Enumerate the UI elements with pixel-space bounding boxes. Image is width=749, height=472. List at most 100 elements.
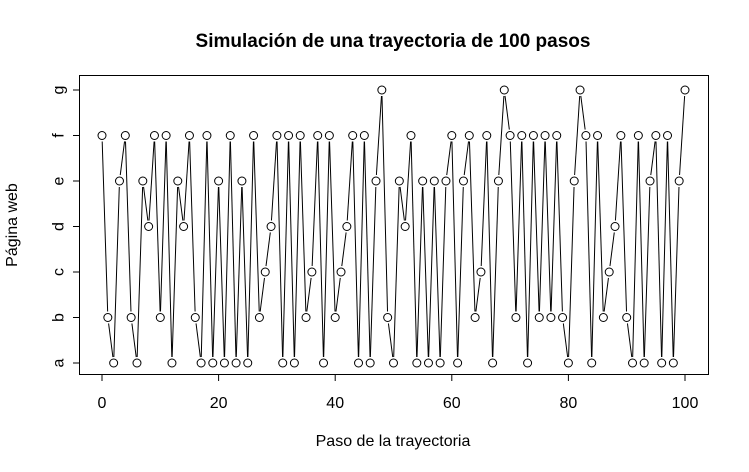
line-segment	[159, 141, 167, 312]
line-segment	[206, 141, 214, 358]
line-segment	[241, 186, 249, 358]
data-point	[377, 85, 387, 95]
data-point	[389, 358, 398, 368]
data-point	[114, 176, 124, 186]
data-point	[202, 131, 212, 140]
data-point	[184, 131, 194, 140]
line-segment	[468, 141, 476, 312]
line-segment	[189, 141, 196, 312]
data-point	[511, 313, 521, 322]
x-tick-label: 40	[326, 395, 344, 412]
line-segment	[428, 186, 435, 358]
line-segment	[364, 141, 371, 358]
line-segment	[620, 141, 628, 312]
line-segment	[638, 141, 645, 358]
line-segment	[475, 277, 481, 312]
data-point	[330, 313, 340, 322]
data-point	[464, 131, 474, 140]
line-segment	[410, 141, 418, 358]
line-segment	[101, 141, 109, 312]
line-segment	[276, 141, 284, 358]
data-point	[680, 85, 690, 95]
line-segment	[335, 277, 341, 312]
line-segment	[183, 141, 190, 221]
data-point	[109, 358, 119, 368]
line-segment	[422, 186, 429, 358]
data-point	[593, 131, 603, 140]
data-point	[359, 131, 369, 140]
data-point	[628, 358, 638, 368]
data-point	[278, 358, 288, 368]
data-point	[225, 131, 235, 140]
data-point	[260, 267, 270, 277]
line-segment	[171, 186, 179, 358]
data-point	[534, 313, 544, 322]
data-point	[383, 313, 393, 322]
data-point	[348, 131, 358, 140]
line-segment	[381, 95, 389, 312]
line-segment	[352, 141, 359, 358]
chart-title: Simulación de una trayectoria de 100 pas…	[196, 31, 591, 52]
line-segment	[212, 186, 219, 358]
line-segment	[341, 232, 347, 267]
data-point	[558, 313, 568, 322]
x-tick-label: 20	[210, 395, 228, 412]
data-point	[447, 131, 457, 140]
y-tick-label: g	[51, 86, 68, 95]
y-tick-label: c	[51, 268, 68, 276]
data-point	[249, 131, 259, 140]
data-point	[254, 313, 264, 322]
data-point	[604, 267, 614, 277]
line-segment	[614, 141, 621, 221]
y-tick-label: b	[51, 313, 68, 322]
data-point	[342, 222, 352, 231]
line-segment	[282, 141, 289, 358]
line-segment	[399, 186, 405, 221]
line-segment	[463, 141, 470, 176]
data-point	[563, 358, 573, 368]
data-point	[412, 358, 422, 368]
line-segment	[253, 141, 260, 312]
data-point	[651, 131, 661, 140]
line-segment	[200, 141, 208, 358]
data-point	[470, 313, 480, 322]
x-tick-label: 80	[560, 395, 578, 412]
line-segment	[486, 141, 493, 358]
series-points	[97, 85, 690, 368]
data-point	[208, 358, 218, 368]
data-point	[482, 131, 492, 140]
data-point	[167, 358, 177, 368]
line-segment	[521, 141, 528, 358]
data-point	[499, 85, 509, 95]
line-segment	[509, 141, 517, 312]
line-segment	[329, 141, 336, 312]
data-point	[284, 131, 294, 140]
line-segment	[550, 141, 558, 312]
data-point	[219, 358, 229, 368]
line-segment	[125, 141, 132, 312]
line-segment	[131, 323, 137, 358]
data-point	[289, 358, 299, 368]
line-segment	[113, 186, 120, 358]
data-point	[144, 222, 154, 231]
y-tick-label: d	[51, 222, 68, 231]
data-point	[476, 267, 486, 277]
line-segment	[544, 141, 552, 312]
line-segment	[224, 141, 231, 358]
data-point	[214, 176, 224, 186]
line-segment	[311, 141, 318, 267]
data-point	[569, 176, 579, 186]
data-point	[435, 358, 445, 368]
line-segment	[451, 141, 458, 358]
line-segment	[580, 95, 586, 130]
data-point	[301, 313, 311, 322]
data-point	[418, 176, 428, 186]
data-point	[575, 85, 585, 95]
x-axis-label: Paso de la trayectoria	[316, 433, 471, 450]
y-axis: a b c d e f g	[51, 86, 80, 367]
line-segment	[323, 141, 330, 358]
data-point	[354, 358, 364, 368]
line-segment	[597, 141, 604, 312]
